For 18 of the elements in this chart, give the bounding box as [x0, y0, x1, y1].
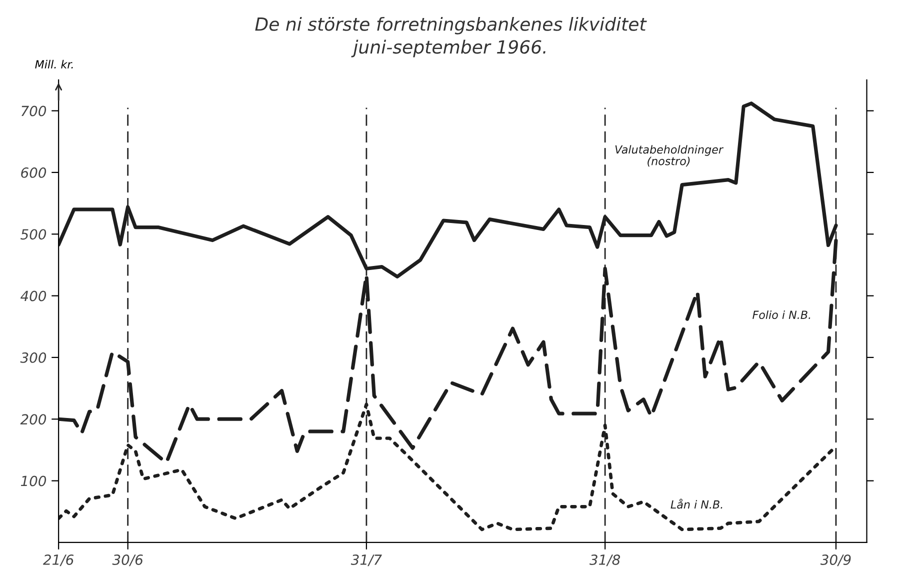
y-tick-label: 400: [20, 290, 46, 302]
y-tick-label: 100: [20, 476, 46, 486]
series-label: Valutabeholdninger (nostro): [615, 145, 724, 167]
x-tick-label: 21/6: [43, 554, 74, 566]
chart-subtitle: juni-september 1966.: [351, 40, 546, 58]
y-tick-label: 500: [20, 229, 46, 240]
chart-title: De ni störste forretningsbankenes likviditet: [255, 16, 647, 34]
y-tick-label: 700: [22, 106, 46, 116]
x-tick-label: 31/8: [589, 554, 620, 566]
y-tick-label: 200: [20, 414, 46, 425]
x-tick-label: 30/6: [112, 554, 143, 566]
series-label: Lån i N.B.: [670, 498, 722, 509]
x-tick-label: 30/9: [820, 554, 851, 566]
series-label: Folio i N.B.: [752, 310, 810, 320]
y-tick-label: 600: [21, 167, 46, 178]
x-tick-label: 31/7: [350, 554, 382, 566]
y-tick-label: 300: [20, 352, 46, 363]
y-axis-title: Mill. kr.: [35, 60, 73, 68]
